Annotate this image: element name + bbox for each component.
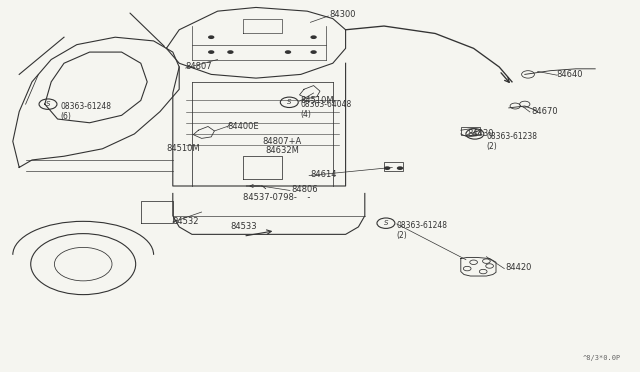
Text: 84670: 84670 bbox=[531, 107, 558, 116]
Text: 08363-64048
(4): 08363-64048 (4) bbox=[301, 100, 352, 119]
Circle shape bbox=[384, 166, 390, 170]
Text: 84807: 84807 bbox=[186, 62, 212, 71]
Bar bbox=[461, 127, 480, 135]
Text: ^8/3*0.0P: ^8/3*0.0P bbox=[582, 355, 621, 361]
Text: 84806: 84806 bbox=[291, 185, 318, 194]
Circle shape bbox=[310, 35, 317, 39]
Text: 84420: 84420 bbox=[506, 263, 532, 272]
Text: 08363-61248
(2): 08363-61248 (2) bbox=[397, 221, 448, 240]
Text: 84430: 84430 bbox=[467, 129, 493, 138]
Text: S: S bbox=[45, 101, 51, 107]
Text: 84533: 84533 bbox=[230, 222, 257, 231]
Text: S: S bbox=[472, 131, 477, 137]
Text: 84807+A: 84807+A bbox=[262, 137, 301, 146]
Text: 84537‐0798-    ‑: 84537‐0798- ‑ bbox=[243, 193, 310, 202]
Text: 84510M: 84510M bbox=[166, 144, 200, 153]
Text: 84510M: 84510M bbox=[301, 96, 335, 105]
Text: 84532: 84532 bbox=[173, 217, 199, 226]
Text: 84400E: 84400E bbox=[227, 122, 259, 131]
Text: 84640: 84640 bbox=[557, 70, 583, 79]
Text: 84614: 84614 bbox=[310, 170, 337, 179]
Circle shape bbox=[285, 50, 291, 54]
Text: 08363-61238
(2): 08363-61238 (2) bbox=[486, 132, 538, 151]
Text: 08363-61248
(6): 08363-61248 (6) bbox=[61, 102, 112, 121]
Bar bbox=[384, 162, 403, 171]
Text: S: S bbox=[287, 99, 292, 105]
Circle shape bbox=[208, 50, 214, 54]
Text: 84300: 84300 bbox=[330, 10, 356, 19]
Circle shape bbox=[208, 35, 214, 39]
Text: S: S bbox=[383, 220, 388, 226]
Circle shape bbox=[397, 166, 403, 170]
Text: 84632M: 84632M bbox=[266, 146, 300, 155]
Circle shape bbox=[227, 50, 234, 54]
Circle shape bbox=[310, 50, 317, 54]
